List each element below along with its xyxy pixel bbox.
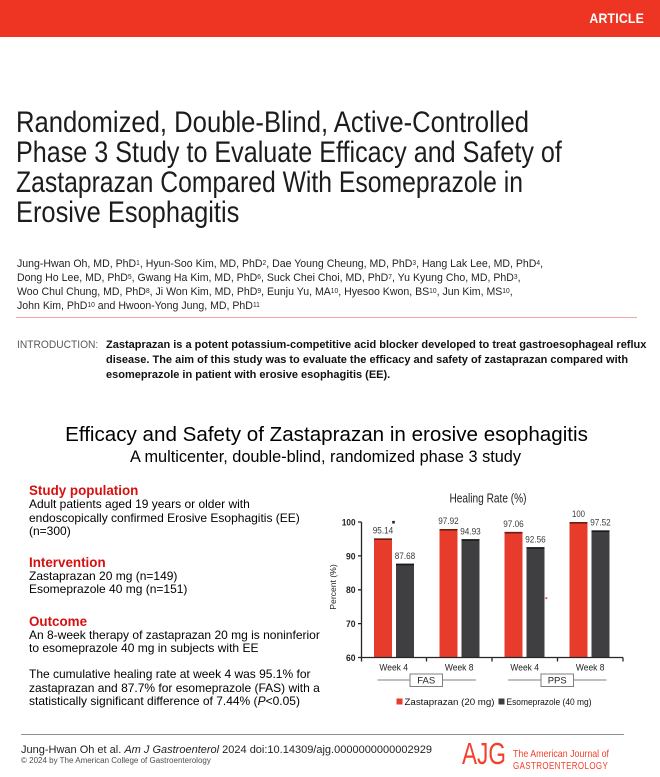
svg-text:80: 80 xyxy=(346,585,356,596)
svg-text:70: 70 xyxy=(346,619,356,630)
svg-text:97.92: 97.92 xyxy=(438,516,459,526)
svg-text:100: 100 xyxy=(572,509,585,519)
svg-text:87.68: 87.68 xyxy=(395,551,416,561)
svg-text:Week 4: Week 4 xyxy=(510,663,539,673)
svg-text:Esomeprazole (40 mg): Esomeprazole (40 mg) xyxy=(507,697,592,708)
svg-text:FAS: FAS xyxy=(417,676,435,687)
svg-text:100: 100 xyxy=(342,517,356,528)
svg-text:95.14: 95.14 xyxy=(373,526,394,536)
svg-text:Zastaprazan (20 mg): Zastaprazan (20 mg) xyxy=(405,697,495,708)
svg-text:60: 60 xyxy=(346,653,356,664)
svg-text:92.56: 92.56 xyxy=(525,534,546,544)
svg-text:97.52: 97.52 xyxy=(590,518,611,528)
svg-text:Percent (%): Percent (%) xyxy=(328,564,338,610)
svg-text:Week 8: Week 8 xyxy=(576,663,605,673)
svg-text:94.93: 94.93 xyxy=(460,526,481,536)
svg-text:Week 8: Week 8 xyxy=(445,663,474,673)
svg-text:97.06: 97.06 xyxy=(503,519,524,529)
svg-text:Week 4: Week 4 xyxy=(379,663,408,673)
svg-text:Healing Rate (%): Healing Rate (%) xyxy=(450,491,527,506)
svg-text:90: 90 xyxy=(346,551,356,562)
svg-text:PPS: PPS xyxy=(548,676,567,687)
